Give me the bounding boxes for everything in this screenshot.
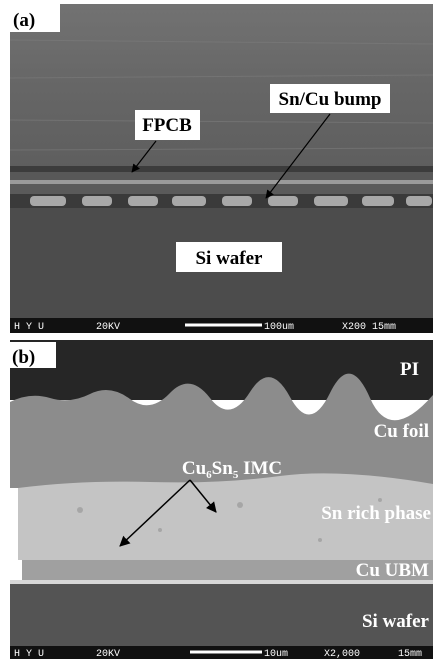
info-text: X2,000 [324, 649, 360, 659]
panel-label: (a) [13, 10, 35, 31]
info-text: 20KV [96, 649, 120, 659]
layer [10, 184, 433, 194]
info-text: H Y U [14, 322, 44, 333]
annotation: Si wafer [195, 248, 263, 269]
info-text: 100um [264, 322, 294, 333]
info-text: 10um [264, 649, 288, 659]
annotation: FPCB [142, 115, 192, 136]
info-text: 15mm [398, 649, 422, 659]
info-text: X200 15mm [342, 322, 396, 333]
annotation: Sn rich phase [321, 503, 431, 524]
annotation: Cu UBM [356, 560, 429, 581]
annotation: Cu6Sn5 IMC [182, 458, 282, 481]
panel-label: (b) [12, 347, 35, 368]
layer [10, 166, 433, 172]
annotation: Si wafer [362, 611, 430, 632]
figure: (a) FPCB Sn/Cu bump Si wafer H Y U 20KV … [0, 0, 434, 659]
panel-a: (a) FPCB Sn/Cu bump Si wafer H Y U 20KV … [10, 4, 433, 333]
info-text: 20KV [96, 322, 120, 333]
layer [10, 172, 433, 180]
annotation: Sn/Cu bump [279, 89, 382, 110]
info-text: H Y U [14, 649, 44, 659]
annotation: Cu foil [374, 421, 429, 442]
layer [10, 180, 433, 184]
annotation: PI [400, 359, 419, 380]
bumps [30, 196, 432, 206]
pi-region [10, 340, 433, 400]
panel-b: (b) PI Cu foil Cu6Sn5 IMC Sn rich phase … [10, 340, 433, 659]
